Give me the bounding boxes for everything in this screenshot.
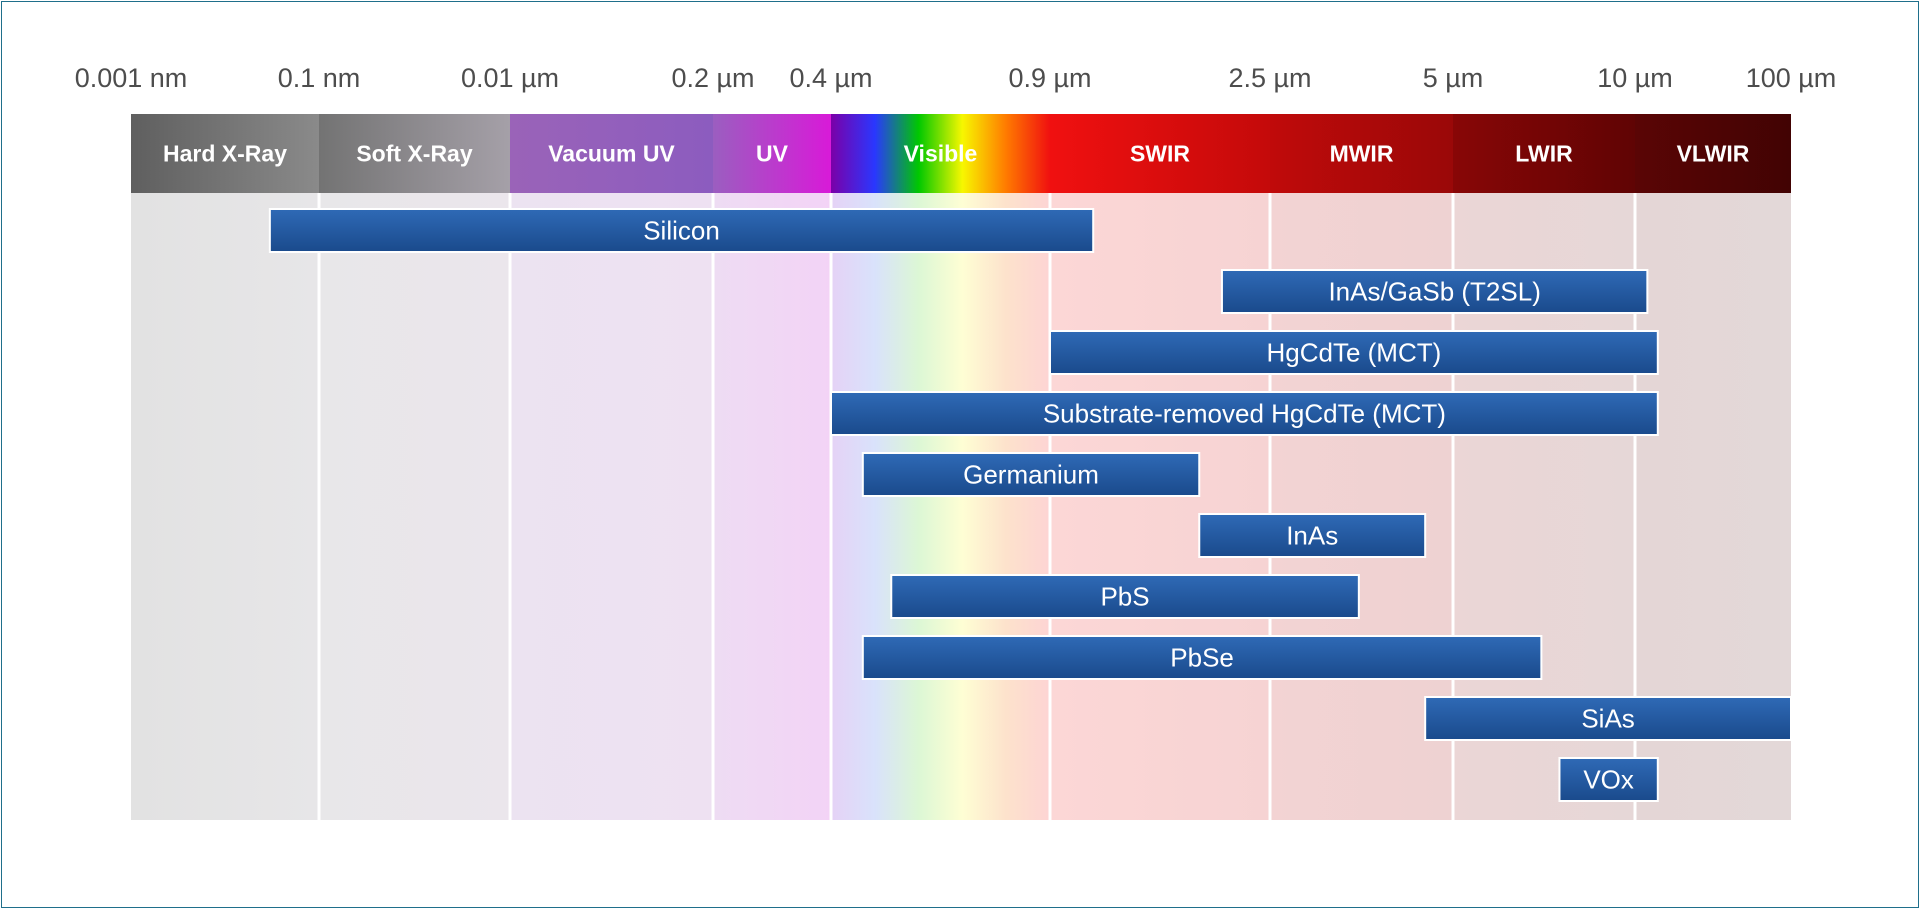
tick-labels: 0.001 nm 0.1 nm 0.01 µm 0.2 µm 0.4 µm 0.9 µm 2…: [75, 63, 1837, 93]
tick-label: 0.01 µm: [461, 63, 559, 93]
tick-label: 0.001 nm: [75, 63, 188, 93]
tick-label: 0.1 nm: [278, 63, 361, 93]
band-label-uv: UV: [756, 141, 789, 167]
band-background-visible: [831, 193, 1050, 820]
detector-bar-pbs: [890, 574, 1360, 619]
band-background-soft-x-ray: [319, 193, 510, 820]
band-label-vlwir: VLWIR: [1677, 141, 1750, 167]
band-hard-x-ray: [131, 114, 319, 193]
detector-bar-inas: [1198, 513, 1427, 558]
detector-bar-sias: [1424, 696, 1793, 741]
band-vacuum-uv: [510, 114, 713, 193]
detector-bar-substrate-removed-hgcdte-mct: [830, 391, 1659, 436]
band-label-hard-x-ray: Hard X-Ray: [163, 141, 287, 167]
band-mwir: [1270, 114, 1453, 193]
detector-label-vox: VOx: [1583, 765, 1634, 795]
tick-label: 0.9 µm: [1008, 63, 1091, 93]
detector-bar-silicon: [268, 208, 1095, 253]
band-background-vacuum-uv: [510, 193, 713, 820]
band-label-soft-x-ray: Soft X-Ray: [356, 141, 473, 167]
band-label-visible: Visible: [904, 141, 978, 167]
detector-bar-germanium: [861, 452, 1201, 497]
tick-label: 100 µm: [1746, 63, 1837, 93]
detector-label-sias: SiAs: [1581, 704, 1634, 734]
detector-bar-pbse: [861, 635, 1543, 680]
detector-bar-inas-gasb-t2sl: [1220, 269, 1649, 314]
detector-bar-hgcdte-mct: [1049, 330, 1659, 375]
tick-label: 2.5 µm: [1228, 63, 1311, 93]
detector-bars: Silicon InAs/GaSb (T2SL) HgCdTe (MCT) Subst…: [268, 208, 1793, 802]
spectrum-bands: Hard X-Ray Soft X-Ray Vacuum UV UV Visible SW…: [131, 114, 1791, 193]
band-label-swir: SWIR: [1130, 141, 1190, 167]
detector-bar-vox: [1558, 757, 1659, 802]
tick-label: 0.4 µm: [789, 63, 872, 93]
tick-label: 0.2 µm: [671, 63, 754, 93]
detector-label-inas-gasb-t2sl: InAs/GaSb (T2SL): [1328, 277, 1540, 307]
detector-label-germanium: Germanium: [963, 460, 1099, 490]
tick-label: 5 µm: [1423, 63, 1484, 93]
detector-label-pbs: PbS: [1100, 582, 1149, 612]
band-background-hard-x-ray: [131, 193, 319, 820]
tick-label: 10 µm: [1597, 63, 1673, 93]
band-label-vacuum-uv: Vacuum UV: [548, 141, 675, 167]
detector-label-substrate-removed-hgcdte-mct: Substrate-removed HgCdTe (MCT): [1043, 399, 1446, 429]
detector-label-inas: InAs: [1286, 521, 1338, 551]
band-soft-x-ray: [319, 114, 510, 193]
detector-label-hgcdte-mct: HgCdTe (MCT): [1266, 338, 1441, 368]
band-uv: [713, 114, 831, 193]
band-visible: [831, 114, 1050, 193]
band-vlwir: [1635, 114, 1791, 193]
band-label-mwir: MWIR: [1330, 141, 1394, 167]
detector-label-silicon: Silicon: [643, 216, 720, 246]
detector-label-pbse: PbSe: [1170, 643, 1234, 673]
band-swir: [1050, 114, 1270, 193]
band-background-uv: [713, 193, 831, 820]
band-lwir: [1453, 114, 1635, 193]
band-label-lwir: LWIR: [1515, 141, 1573, 167]
